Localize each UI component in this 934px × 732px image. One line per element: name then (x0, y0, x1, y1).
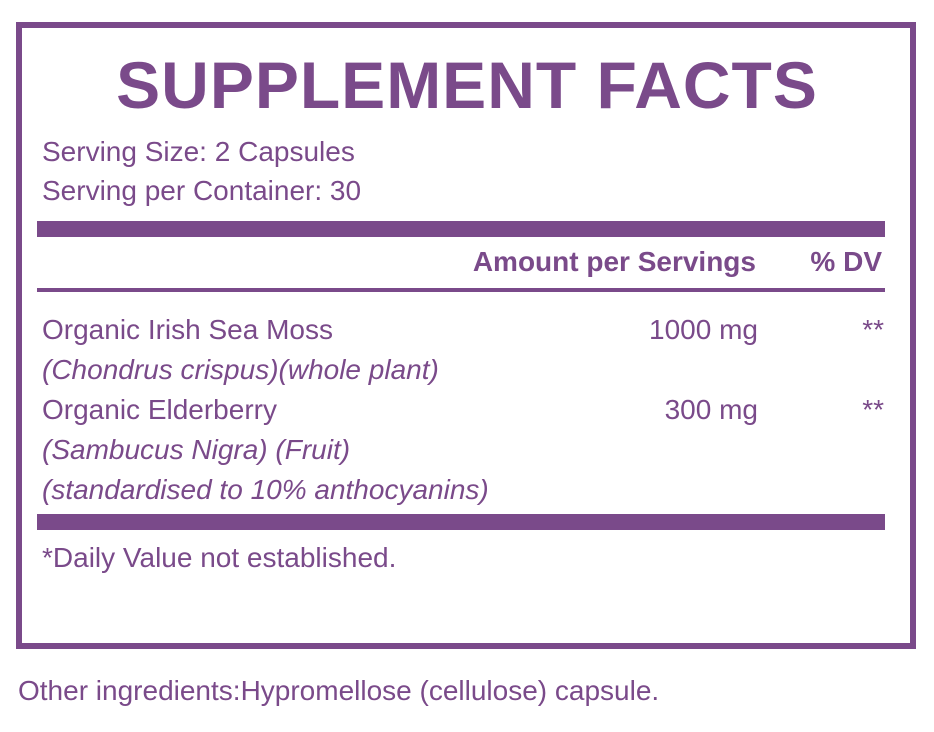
thick-divider (37, 514, 885, 530)
facts-panel-border (16, 22, 916, 649)
panel-title: SUPPLEMENT FACTS (116, 48, 818, 122)
thin-divider (37, 288, 885, 292)
ingredient-detail: (standardised to 10% anthocyanins) (42, 474, 489, 505)
ingredient-amount: 1000 mg (649, 314, 758, 345)
dv-header: % DV (810, 246, 882, 277)
other-ingredients: Other ingredients:Hypromellose (cellulos… (18, 675, 660, 706)
footnote: *Daily Value not established. (42, 542, 397, 573)
thick-divider (37, 221, 885, 237)
servings-per-container: Serving per Container: 30 (42, 175, 362, 206)
ingredient-detail: (Sambucus Nigra) (Fruit) (42, 434, 351, 465)
ingredient-name: Organic Elderberry (42, 394, 277, 425)
ingredient-detail: (Chondrus crispus)(whole plant) (42, 354, 439, 385)
ingredient-amount: 300 mg (664, 394, 758, 425)
ingredient-dv: ** (862, 314, 884, 345)
amount-header: Amount per Servings (472, 246, 756, 277)
ingredient-dv: ** (862, 394, 884, 425)
ingredient-name: Organic Irish Sea Moss (42, 314, 333, 345)
serving-size: Serving Size: 2 Capsules (42, 136, 355, 167)
